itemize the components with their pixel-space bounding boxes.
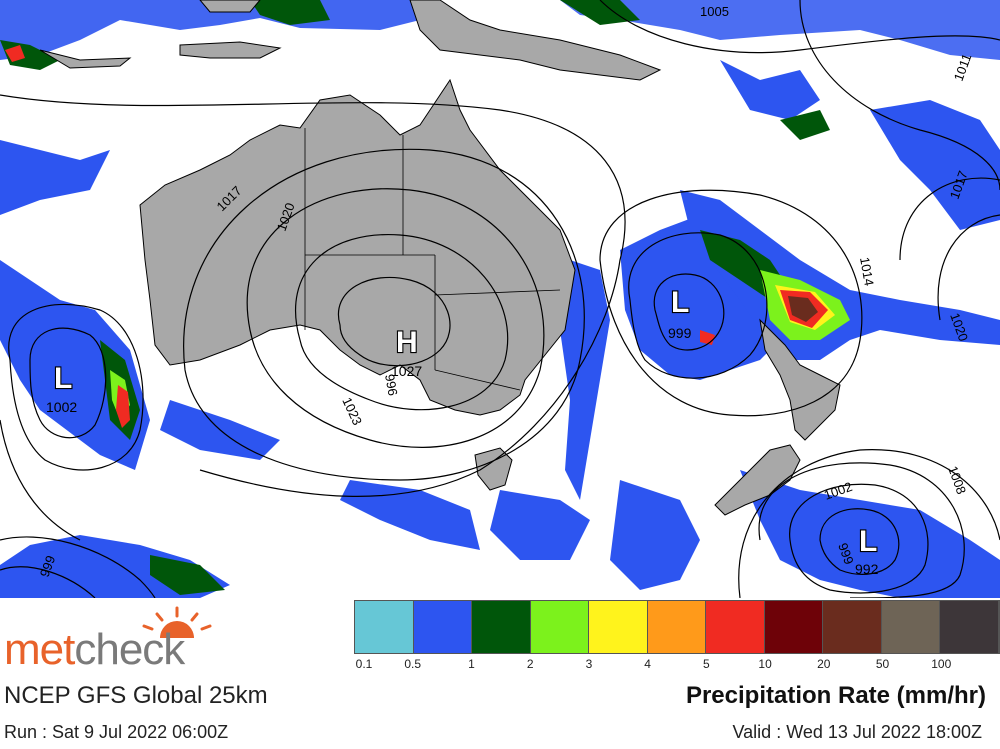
isobar-label: 999 bbox=[37, 554, 59, 580]
new-guinea bbox=[409, 0, 662, 81]
isobar-label: 996 bbox=[382, 373, 401, 397]
run-time: Run : Sat 9 Jul 2022 06:00Z bbox=[4, 722, 229, 742]
map-canvas: 1005 1011 1017 1020 1017 1023 1014 1020 … bbox=[0, 0, 1000, 599]
timor-islands bbox=[179, 41, 282, 59]
legend-swatch bbox=[413, 601, 473, 653]
legend-tick-label: 0.5 bbox=[404, 657, 422, 671]
low-marker: L bbox=[671, 286, 689, 319]
weather-map: 1005 1011 1017 1020 1017 1023 1014 1020 … bbox=[0, 0, 1000, 599]
legend-swatch bbox=[530, 601, 590, 653]
legend-tick-label: 100 bbox=[931, 657, 952, 671]
low-pressure-value: 992 bbox=[855, 561, 879, 577]
precip-moderate-areas bbox=[0, 0, 850, 595]
legend-swatch bbox=[881, 601, 941, 653]
low-pressure-center-south: L 992 bbox=[855, 524, 879, 577]
low-marker: L bbox=[859, 525, 877, 558]
precip-scale-ticks: 0.1 0.5 1 2 3 4 5 10 20 50 100 bbox=[354, 657, 1000, 673]
legend-swatch bbox=[589, 601, 648, 653]
valid-time: Valid : Wed 13 Jul 2022 18:00Z bbox=[732, 722, 983, 742]
legend-tick-label: 4 bbox=[644, 657, 651, 671]
legend-tick-label: 3 bbox=[585, 657, 593, 671]
legend-tick-label: 0.1 bbox=[355, 657, 373, 671]
isobar-label: 1005 bbox=[700, 4, 729, 19]
legend-tick-label: 1 bbox=[468, 657, 475, 671]
model-name: NCEP GFS Global 25km bbox=[4, 682, 268, 709]
australia bbox=[139, 78, 576, 416]
low-pressure-value: 999 bbox=[668, 325, 692, 341]
pressure-centers: H 1027 L 1002 L 999 L 992 bbox=[46, 285, 879, 577]
isobars bbox=[0, 0, 1000, 599]
new-zealand-south bbox=[714, 444, 801, 516]
tasmania bbox=[474, 447, 513, 491]
legend-tick-label: 2 bbox=[526, 657, 534, 671]
legend-swatch bbox=[764, 601, 824, 653]
legend-swatch bbox=[706, 601, 765, 653]
legend-swatch bbox=[355, 601, 414, 653]
brand-logo: metcheck bbox=[4, 625, 185, 674]
legend-tick-label: 5 bbox=[703, 657, 710, 671]
legend-swatch bbox=[647, 601, 707, 653]
precip-light-areas bbox=[0, 0, 1000, 598]
legend-swatch bbox=[940, 601, 1000, 653]
legend-swatch bbox=[472, 601, 531, 653]
java-islands bbox=[39, 49, 132, 69]
legend-tick-label: 10 bbox=[758, 657, 772, 671]
low-pressure-center-west: L 1002 bbox=[46, 361, 77, 415]
low-marker: L bbox=[54, 362, 72, 395]
brand-part1: met bbox=[4, 625, 75, 674]
precip-color-scale bbox=[354, 600, 1000, 654]
legend-tick-label: 50 bbox=[875, 657, 890, 671]
precip-heavy-areas bbox=[5, 45, 828, 428]
low-pressure-value: 1002 bbox=[46, 399, 77, 415]
high-pressure-value: 1027 bbox=[391, 363, 422, 379]
legend-swatch bbox=[823, 601, 882, 653]
legend-tick-label: 20 bbox=[817, 657, 831, 671]
isobar-label: 999 bbox=[835, 541, 857, 567]
high-pressure-center: H 1027 bbox=[391, 325, 422, 379]
sulawesi-islands bbox=[199, 0, 261, 13]
high-marker: H bbox=[396, 326, 418, 359]
new-zealand-north bbox=[759, 318, 841, 441]
sun-logo-icon bbox=[142, 606, 212, 638]
legend-title: Precipitation Rate (mm/hr) bbox=[685, 682, 986, 709]
low-pressure-center-tasman: L 999 bbox=[668, 285, 692, 341]
brand-part2: check bbox=[74, 625, 185, 674]
isobar-label: 1014 bbox=[857, 256, 877, 287]
landmasses bbox=[39, 0, 841, 516]
